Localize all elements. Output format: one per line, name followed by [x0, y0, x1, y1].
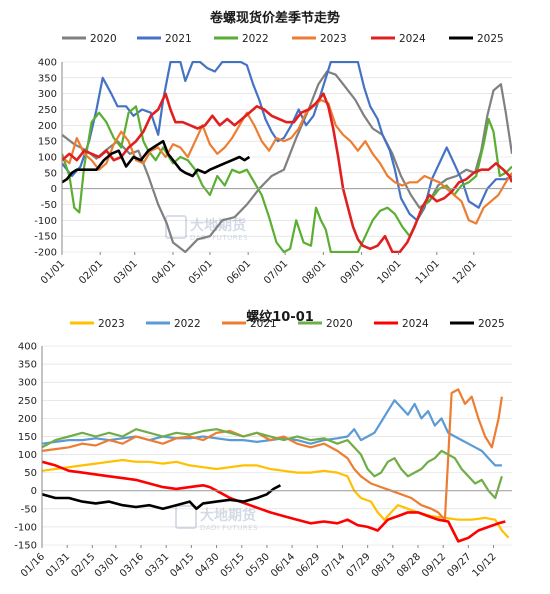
legend-label-2021: 2021 — [250, 318, 277, 330]
series-line-2025 — [62, 139, 251, 184]
y-tick-label: 0 — [51, 184, 57, 195]
series-line-2020 — [42, 428, 503, 500]
x-tick-label: 08/13 — [370, 551, 398, 579]
chart2-legend: 2023 2022 2021 2020 2024 2025 — [70, 318, 505, 330]
x-tick-label: 06/01 — [225, 258, 253, 286]
y-tick-label: 150 — [18, 432, 37, 443]
x-tick-label: 04/01 — [150, 258, 178, 286]
y-tick-label: 200 — [18, 414, 37, 425]
legend-label-2020: 2020 — [326, 318, 353, 330]
x-tick-label: 01/31 — [44, 551, 72, 579]
chart-rebar-10-01: 螺纹10-01 2023 2022 2021 2020 2024 2025 大地期货DAD… — [14, 309, 512, 580]
x-tick-label: 04/15 — [168, 551, 196, 579]
y-tick-label: 350 — [18, 360, 37, 371]
series-line-2023 — [62, 98, 512, 225]
y-tick-label: -150 — [34, 232, 57, 243]
x-tick-label: 09/12 — [420, 551, 448, 579]
watermark-subtext: DADI FUTURES — [200, 524, 258, 532]
legend-label-2022: 2022 — [242, 33, 269, 45]
y-tick-label: 300 — [18, 378, 37, 389]
x-tick-label: 03/01 — [112, 258, 140, 286]
y-tick-label: 100 — [18, 450, 37, 461]
series-line-2024 — [42, 460, 506, 543]
legend-label-2023: 2023 — [320, 33, 347, 45]
legend-label-2022: 2022 — [174, 318, 201, 330]
x-tick-label: 09/01 — [339, 258, 367, 286]
series-line-2023 — [42, 458, 510, 539]
y-tick-label: -200 — [34, 248, 57, 259]
x-tick-label: 06/14 — [269, 551, 297, 579]
x-tick-label: 03/31 — [143, 551, 171, 579]
x-tick-label: 01/01 — [39, 258, 67, 286]
watermark-logo — [165, 215, 187, 239]
y-tick-label: -150 — [14, 541, 37, 552]
x-tick-label: 02/15 — [69, 551, 97, 579]
legend-label-2023: 2023 — [98, 318, 125, 330]
y-tick-label: 400 — [18, 342, 37, 353]
x-tick-label: 07/01 — [262, 258, 290, 286]
y-tick-label: -100 — [14, 522, 37, 533]
x-tick-label: 11/01 — [414, 258, 442, 286]
x-tick-label: 08/28 — [395, 551, 423, 579]
watermark-subtext: DADI FUTURES — [190, 234, 248, 242]
x-tick-label: 01/16 — [19, 551, 47, 579]
y-tick-label: 100 — [38, 153, 57, 164]
y-tick-label: 200 — [38, 121, 57, 132]
x-tick-label: 05/30 — [244, 551, 272, 579]
x-tick-label: 10/01 — [376, 258, 404, 286]
y-tick-label: 150 — [38, 137, 57, 148]
series-line-2024 — [62, 92, 512, 253]
y-tick-label: 300 — [38, 89, 57, 100]
legend-label-2020: 2020 — [90, 33, 117, 45]
x-tick-label: 03/01 — [93, 551, 121, 579]
y-tick-label: 350 — [38, 73, 57, 84]
watermark-logo — [175, 505, 197, 529]
x-tick-label: 06/29 — [294, 551, 322, 579]
chart1-title: 卷螺现货价差季节走势 — [210, 10, 340, 26]
x-tick-label: 09/27 — [445, 551, 473, 579]
legend-label-2024: 2024 — [402, 318, 429, 330]
legend-label-2024: 2024 — [399, 33, 426, 45]
x-tick-label: 03/16 — [118, 551, 146, 579]
y-tick-label: 50 — [24, 468, 37, 479]
y-tick-label: 50 — [44, 168, 57, 179]
x-tick-label: 12/01 — [451, 258, 479, 286]
legend-label-2025: 2025 — [477, 33, 504, 45]
y-tick-label: -50 — [21, 504, 37, 515]
watermark-text: 大地期货 — [200, 507, 256, 524]
x-tick-label: 05/15 — [219, 551, 247, 579]
chart-seasonal-spread: 卷螺现货价差季节走势 2020 2021 2022 2023 2024 2025 大地期货… — [34, 10, 512, 287]
series-line-2022 — [62, 105, 512, 253]
x-tick-label: 05/01 — [187, 258, 215, 286]
chart2-title: 螺纹10-01 — [246, 309, 314, 325]
series-line-2025 — [42, 484, 282, 511]
x-tick-label: 02/01 — [77, 258, 105, 286]
x-tick-label: 08/01 — [300, 258, 328, 286]
y-tick-label: 400 — [38, 58, 57, 69]
y-tick-label: 250 — [18, 396, 37, 407]
x-tick-label: 07/29 — [345, 551, 373, 579]
y-tick-label: 0 — [31, 486, 37, 497]
x-tick-label: 10/12 — [470, 551, 498, 579]
chart1-legend: 2020 2021 2022 2023 2024 2025 — [62, 33, 504, 45]
series-line-2021 — [42, 388, 503, 521]
y-tick-label: 250 — [38, 105, 57, 116]
legend-label-2021: 2021 — [165, 33, 192, 45]
x-tick-label: 04/30 — [194, 551, 222, 579]
legend-label-2025: 2025 — [478, 318, 505, 330]
y-tick-label: -50 — [41, 200, 57, 211]
y-tick-label: -100 — [34, 216, 57, 227]
x-tick-label: 07/14 — [319, 551, 347, 579]
